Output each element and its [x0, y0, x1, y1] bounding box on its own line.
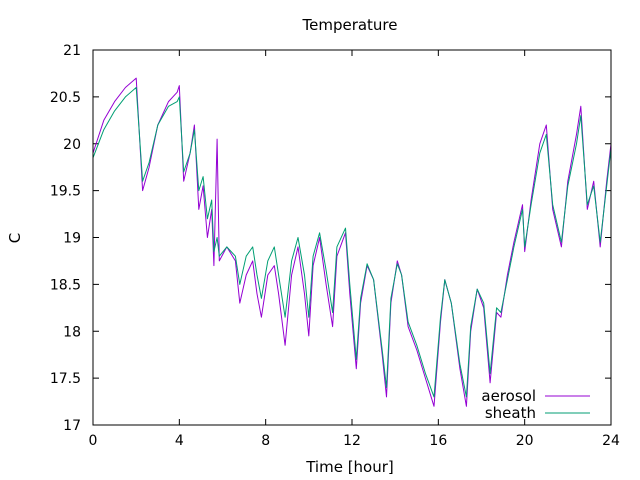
- x-axis-label: Time [hour]: [305, 458, 394, 476]
- y-tick-label: 17.5: [50, 371, 81, 387]
- x-tick-label: 0: [89, 433, 98, 449]
- y-tick-label: 17: [63, 418, 81, 434]
- x-tick-label: 8: [261, 433, 270, 449]
- chart-title: Temperature: [301, 16, 397, 34]
- legend-label-sheath: sheath: [485, 404, 536, 422]
- y-tick-label: 21: [63, 43, 81, 59]
- y-axis-label: C: [6, 233, 24, 243]
- legend-label-aerosol: aerosol: [481, 387, 536, 405]
- y-tick-label: 19: [63, 231, 81, 247]
- x-tick-label: 24: [602, 433, 620, 449]
- series-layer: [92, 77, 612, 407]
- series-line-sheath: [92, 87, 612, 398]
- y-tick-label: 18: [63, 324, 81, 340]
- plot-frame: [92, 49, 612, 426]
- x-tick-label: 4: [175, 433, 184, 449]
- series-line-aerosol: [92, 77, 612, 407]
- y-tick-label: 19.5: [50, 184, 81, 200]
- x-tick-label: 20: [516, 433, 534, 449]
- y-tick-label: 20.5: [50, 90, 81, 106]
- x-tick-label: 16: [429, 433, 447, 449]
- x-tick-label: 12: [343, 433, 361, 449]
- y-tick-label: 20: [63, 137, 81, 153]
- y-tick-label: 18.5: [50, 277, 81, 293]
